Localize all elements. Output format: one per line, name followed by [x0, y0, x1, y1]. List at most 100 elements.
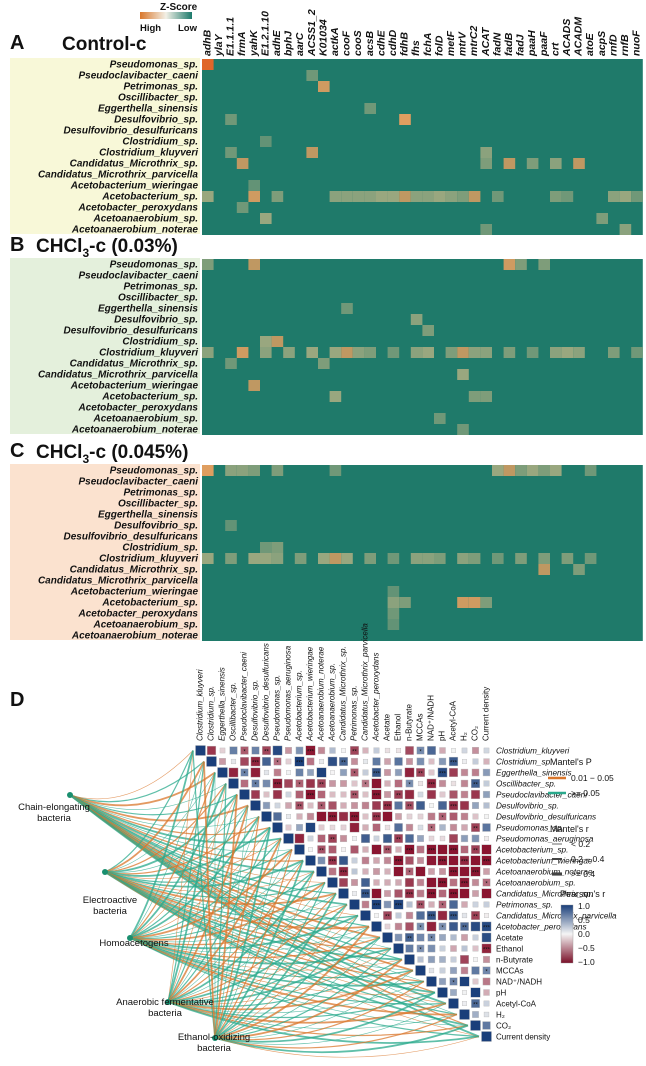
- corr-row: ***************: [294, 844, 492, 855]
- corr-row-label: Clostridium_sp.: [496, 758, 552, 767]
- group-label: Chain-elongating bacteria: [18, 802, 90, 824]
- gene-label: ACAT: [480, 26, 492, 57]
- corr-row: *** *** *** ***: [338, 888, 492, 899]
- significance-mark: *: [452, 981, 455, 987]
- mantel-edge: [129, 937, 469, 1026]
- significance-mark: ***: [483, 926, 491, 932]
- corr-cell: [426, 910, 437, 921]
- corr-cell: [428, 868, 435, 875]
- heatmap-cell: [457, 369, 469, 380]
- heatmap-cell: [584, 465, 597, 476]
- mantel-edge: [167, 838, 282, 1003]
- mantel-edge: [69, 750, 194, 800]
- gene-label: fadB: [503, 32, 515, 56]
- corr-cell: [329, 824, 336, 831]
- mantel-edge: [167, 860, 304, 1003]
- heatmap-cell: [445, 347, 458, 358]
- corr-cell: [273, 757, 282, 766]
- significance-mark: *: [485, 970, 488, 976]
- heatmap-cell: [608, 191, 620, 202]
- corr-row-label: Acetobacterium_wieringae: [495, 857, 593, 866]
- corr-col-label: Pseudomonas_aeruginosa: [284, 645, 293, 741]
- corr-cell: [274, 802, 281, 809]
- corr-cell: [250, 756, 261, 767]
- heatmap-cell: [480, 597, 492, 608]
- corr-cell: [373, 868, 380, 875]
- corr-cell: [362, 747, 369, 754]
- corr-cell: [449, 878, 458, 887]
- corr-cell: [416, 944, 425, 953]
- corr-cell: [484, 836, 489, 841]
- significance-mark: ***: [461, 882, 469, 888]
- heatmap-panel-c: Pseudomonas_sp.Pseudoclavibacter_caeniPe…: [38, 465, 643, 642]
- zscore-title: Z-Score: [160, 2, 198, 13]
- corr-col-label: Clostridium_sp.: [207, 686, 216, 741]
- organism-label: Candidatus_Microthrix_sp.: [70, 359, 198, 370]
- gene-label: cooS: [352, 30, 364, 56]
- corr-cell: [240, 779, 249, 788]
- corr-cell: [438, 922, 447, 931]
- corr-cell: [427, 944, 436, 953]
- corr-cell: [416, 922, 425, 931]
- corr-row-label: Current density: [496, 1033, 550, 1042]
- corr-cell: [471, 999, 480, 1008]
- corr-cell: [427, 823, 436, 832]
- corr-cell: [286, 770, 291, 775]
- gene-label: fadN: [491, 32, 503, 56]
- corr-cell: [428, 967, 435, 974]
- corr-row-label: n-Butyrate: [496, 956, 533, 965]
- corr-cell: [417, 835, 424, 842]
- significance-mark: **: [352, 794, 357, 800]
- mantel-edge: [214, 816, 260, 1039]
- mantel-edge: [214, 838, 282, 1039]
- significance-mark: **: [319, 849, 324, 855]
- corr-cell: [484, 814, 489, 819]
- organism-label: Petrimonas_sp.: [124, 488, 198, 499]
- organism-label: Acetobacterium_wieringae: [70, 587, 199, 598]
- corr-cell: [286, 814, 291, 819]
- heatmap-cell: [271, 465, 284, 476]
- heatmap-cell: [387, 608, 400, 619]
- corr-col-label: Acetoanaerobium_noterae: [317, 646, 326, 742]
- mantel-edge: [129, 881, 326, 941]
- corr-row: *********: [195, 745, 490, 756]
- heatmap-cell: [515, 553, 527, 564]
- corr-cell: [459, 866, 470, 877]
- organism-label: Clostridium_kluyveri: [99, 554, 198, 565]
- corr-cell: [448, 756, 459, 767]
- corr-cell: [395, 912, 402, 919]
- heatmap-cell: [422, 325, 434, 336]
- heatmap-cell: [399, 191, 411, 202]
- gene-label: ACADM: [573, 17, 585, 57]
- gene-label: fchA: [422, 33, 434, 56]
- heatmap-cell: [492, 553, 504, 564]
- significance-mark: *: [243, 750, 246, 756]
- mantel-edge: [192, 750, 216, 1039]
- organism-label: Desulfovibrio_sp.: [114, 315, 198, 326]
- corr-cell: [437, 910, 448, 921]
- significance-mark: **: [473, 827, 478, 833]
- corr-cell: [483, 1011, 490, 1018]
- corr-row: [470, 1020, 491, 1031]
- gene-label: ACSS1_2: [306, 9, 318, 57]
- corr-cell: [318, 758, 325, 765]
- mantel-edge: [129, 848, 293, 939]
- mantel-edge: [129, 937, 425, 987]
- corr-cell: [472, 1011, 479, 1018]
- corr-cell: [341, 748, 346, 753]
- significance-mark: *: [441, 926, 444, 932]
- heatmap-cell: [631, 191, 643, 202]
- corr-cell: [296, 813, 303, 820]
- heatmap-cell: [503, 465, 516, 476]
- significance-mark: ***: [373, 904, 381, 910]
- organism-label: Pseudoclavibacter_caeni: [78, 477, 198, 488]
- corr-cell: [361, 834, 370, 843]
- gene-label: ACADS: [561, 19, 573, 57]
- significance-mark: ***: [395, 860, 403, 866]
- significance-mark: **: [473, 849, 478, 855]
- corr-row: ***: [382, 932, 492, 943]
- mantel-edge: [214, 937, 381, 1039]
- corr-cell: [428, 835, 435, 842]
- significance-mark: **: [341, 761, 346, 767]
- corr-cell: [404, 844, 415, 855]
